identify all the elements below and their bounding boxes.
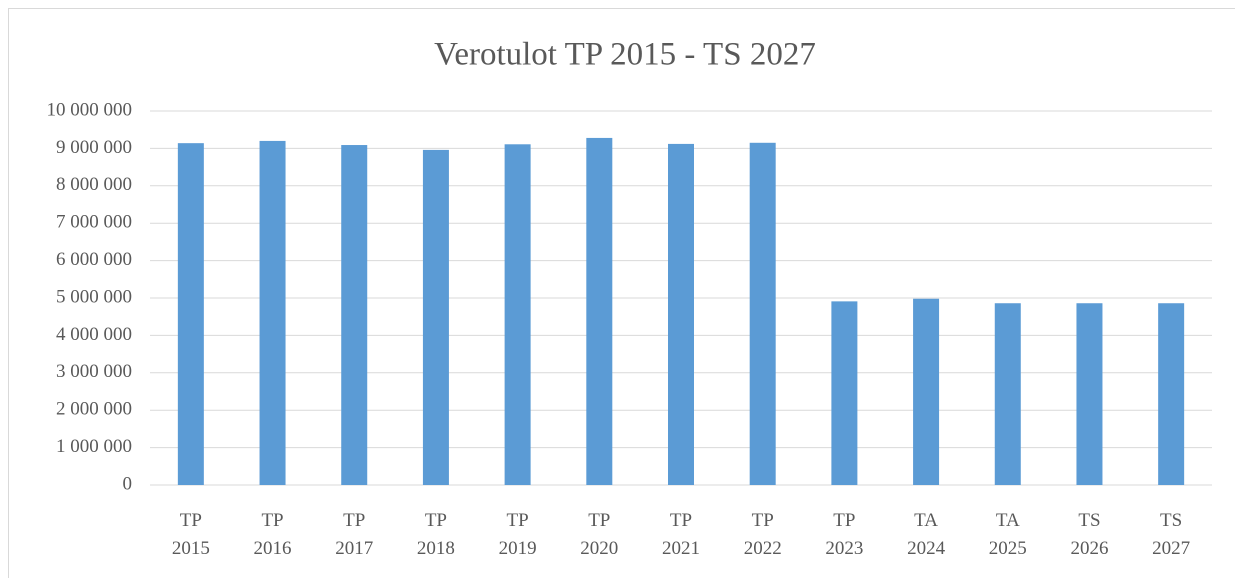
x-tick-label: TS 2027 <box>1152 510 1191 559</box>
x-tick-label: TP 2023 <box>825 510 864 559</box>
y-tick-label: 4 000 000 <box>56 324 132 345</box>
y-tick-label: 6 000 000 <box>56 249 132 270</box>
bar <box>341 145 368 485</box>
bar <box>994 303 1021 485</box>
x-tick-label: TP 2022 <box>743 510 782 559</box>
chart-title: Verotulot TP 2015 - TS 2027 <box>434 37 816 73</box>
y-tick-label: 2 000 000 <box>56 399 132 420</box>
x-tick-label: TP 2016 <box>253 510 292 559</box>
x-tick-label: TA 2024 <box>907 510 946 559</box>
y-tick-label: 9 000 000 <box>56 137 132 158</box>
x-tick-label: TS 2026 <box>1070 510 1109 559</box>
x-tick-label: TA 2025 <box>988 510 1027 559</box>
x-tick-label: TP 2015 <box>171 510 210 559</box>
x-tick-label: TP 2017 <box>335 510 374 559</box>
y-tick-label: 0 <box>123 473 133 494</box>
x-tick-label: TP 2018 <box>416 510 455 559</box>
y-tick-label: 10 000 000 <box>47 99 133 120</box>
y-tick-label: 7 000 000 <box>56 212 132 233</box>
y-tick-label: 3 000 000 <box>56 361 132 382</box>
y-tick-label: 1 000 000 <box>56 436 132 457</box>
bar <box>831 301 858 485</box>
bar <box>749 142 776 486</box>
bar <box>422 149 449 485</box>
chart-border <box>8 8 1235 578</box>
x-tick-label: TP 2020 <box>580 510 619 559</box>
bar <box>504 144 531 485</box>
bar <box>1076 303 1103 485</box>
bar <box>586 137 613 486</box>
bar <box>259 140 286 486</box>
x-tick-label: TP 2021 <box>662 510 700 559</box>
bar <box>1158 303 1185 485</box>
bar <box>177 143 204 485</box>
bar <box>913 298 940 485</box>
bar <box>668 143 694 486</box>
y-tick-label: 8 000 000 <box>56 174 132 195</box>
y-tick-label: 5 000 000 <box>56 286 132 307</box>
x-tick-label: TP 2019 <box>498 510 537 559</box>
